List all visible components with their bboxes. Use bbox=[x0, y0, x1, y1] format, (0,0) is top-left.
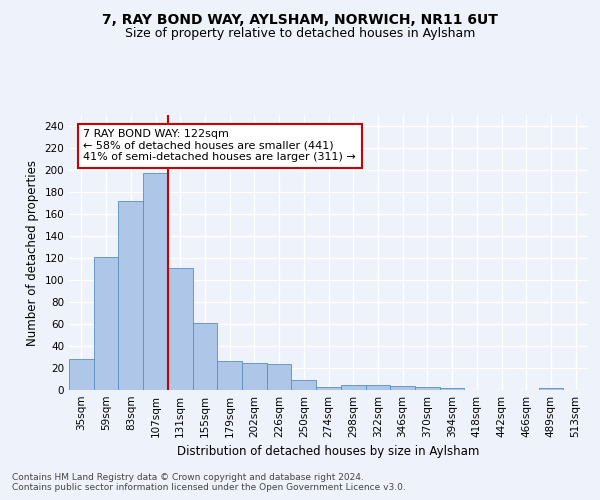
Text: Size of property relative to detached houses in Aylsham: Size of property relative to detached ho… bbox=[125, 28, 475, 40]
Bar bbox=[143, 174, 168, 390]
Bar bbox=[390, 386, 415, 390]
Bar bbox=[316, 386, 341, 390]
Bar bbox=[415, 386, 440, 390]
Text: 7, RAY BOND WAY, AYLSHAM, NORWICH, NR11 6UT: 7, RAY BOND WAY, AYLSHAM, NORWICH, NR11 … bbox=[102, 12, 498, 26]
Bar bbox=[69, 359, 94, 390]
Text: Contains HM Land Registry data © Crown copyright and database right 2024.
Contai: Contains HM Land Registry data © Crown c… bbox=[12, 473, 406, 492]
Y-axis label: Number of detached properties: Number of detached properties bbox=[26, 160, 39, 346]
Text: 7 RAY BOND WAY: 122sqm
← 58% of detached houses are smaller (441)
41% of semi-de: 7 RAY BOND WAY: 122sqm ← 58% of detached… bbox=[83, 130, 356, 162]
Bar bbox=[94, 257, 118, 390]
Bar bbox=[217, 362, 242, 390]
Bar bbox=[193, 323, 217, 390]
Bar bbox=[267, 364, 292, 390]
Bar bbox=[365, 384, 390, 390]
Bar bbox=[168, 268, 193, 390]
Bar bbox=[341, 384, 365, 390]
Bar bbox=[440, 388, 464, 390]
Bar bbox=[292, 380, 316, 390]
Bar bbox=[242, 362, 267, 390]
Bar bbox=[539, 388, 563, 390]
Bar bbox=[118, 201, 143, 390]
X-axis label: Distribution of detached houses by size in Aylsham: Distribution of detached houses by size … bbox=[178, 446, 479, 458]
